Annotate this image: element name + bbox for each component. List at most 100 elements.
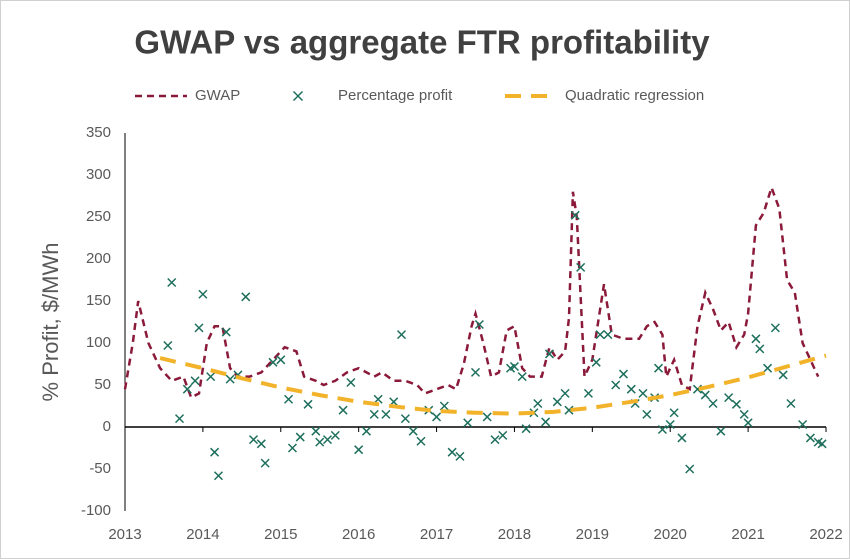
scatter-point [182, 384, 192, 394]
y-tick-label: 50 [94, 376, 111, 393]
y-tick-label: -50 [89, 460, 111, 477]
scatter-point [743, 418, 753, 428]
scatter-point [248, 435, 259, 445]
legend-label: GWAP [195, 87, 240, 104]
scatter-point [241, 292, 251, 302]
scatter-point [755, 344, 765, 354]
scatter-point [346, 377, 356, 388]
scatter-point [521, 424, 531, 434]
scatter-point [576, 262, 586, 272]
scatter-point [603, 330, 613, 340]
scatter-point [463, 418, 473, 428]
scatter-point [533, 398, 543, 409]
scatter-point [206, 372, 216, 382]
scatter-point [482, 412, 492, 422]
scatter-point [287, 443, 297, 453]
scatter-point [570, 210, 580, 220]
scatter-point [284, 394, 294, 404]
scatter-point [544, 349, 555, 359]
x-tick-label: 2014 [186, 526, 219, 543]
y-tick-label: 100 [86, 334, 111, 351]
scatter-point [805, 433, 815, 443]
scatter-point [338, 405, 348, 415]
scatter-point [474, 319, 484, 330]
scatter-point [470, 367, 481, 377]
y-tick-label: 150 [86, 292, 111, 309]
scatter-point [591, 357, 601, 367]
scatter-point [626, 384, 636, 394]
scatter-point [396, 330, 407, 340]
y-tick-label: 250 [86, 208, 111, 225]
chart-title: GWAP vs aggregate FTR profitability [134, 24, 710, 61]
x-tick-label: 2013 [108, 526, 141, 543]
scatter-point [498, 430, 508, 440]
legend-marker [292, 90, 304, 102]
scatter-point [786, 398, 796, 409]
scatter-point [268, 357, 278, 367]
scatter-point [716, 426, 726, 436]
scatter-point [256, 439, 266, 449]
scatter-point [731, 399, 741, 409]
scatter-point [213, 471, 223, 481]
y-tick-label: -100 [81, 502, 111, 519]
scatter-point [311, 426, 321, 436]
scatter-point [517, 372, 527, 382]
scatter-point [751, 334, 761, 344]
scatter-point [642, 409, 652, 419]
scatter-point [432, 412, 442, 422]
scatter-point [618, 369, 629, 379]
scatter-point [552, 397, 562, 407]
scatter-point [408, 426, 418, 436]
scatter-point [611, 380, 621, 390]
scatter-point [163, 340, 173, 351]
scatter-point [210, 447, 220, 457]
scatter-point [692, 384, 703, 394]
scatter-point [369, 409, 379, 419]
scatter-point [798, 419, 808, 430]
scatter-point [739, 409, 749, 419]
scatter-point [770, 323, 780, 333]
scatter-point [657, 424, 667, 435]
scatter-point [455, 451, 465, 461]
scatter-point [330, 430, 340, 440]
scatter-point [490, 435, 500, 445]
y-tick-label: 0 [103, 418, 111, 435]
scatter-point [447, 447, 457, 457]
scatter-point [708, 398, 718, 409]
scatter-point [190, 376, 200, 386]
series-line [159, 353, 827, 416]
scatter-point [354, 445, 364, 455]
scatter-point [174, 414, 185, 424]
x-tick-label: 2019 [576, 526, 609, 543]
scatter-point [654, 363, 664, 373]
scatter-point [167, 277, 177, 288]
scatter-point [763, 363, 773, 373]
scatter-point [221, 327, 231, 337]
scatter-point [669, 408, 679, 418]
series-line [123, 183, 820, 400]
scatter-point [595, 330, 605, 340]
scatter-point [416, 436, 426, 446]
scatter-point [315, 437, 325, 447]
scatter-point [778, 370, 788, 380]
y-tick-label: 350 [86, 124, 111, 141]
x-tick-label: 2021 [731, 526, 764, 543]
x-tick-label: 2016 [342, 526, 375, 543]
scatter-point [638, 388, 648, 398]
y-tick-label: 300 [86, 166, 111, 183]
scatter-point [194, 323, 204, 333]
scatter-point [260, 458, 270, 468]
scatter-point [276, 355, 286, 365]
scatter-point [361, 426, 371, 436]
x-tick-label: 2022 [809, 526, 842, 543]
scatter-point [198, 289, 208, 299]
scatter-point [677, 433, 687, 443]
scatter-point [724, 393, 734, 403]
scatter-point [665, 419, 675, 430]
legend-label: Quadratic regression [565, 87, 704, 104]
scatter-point [560, 388, 570, 398]
scatter-point [700, 390, 710, 400]
scatter-point [303, 399, 313, 409]
